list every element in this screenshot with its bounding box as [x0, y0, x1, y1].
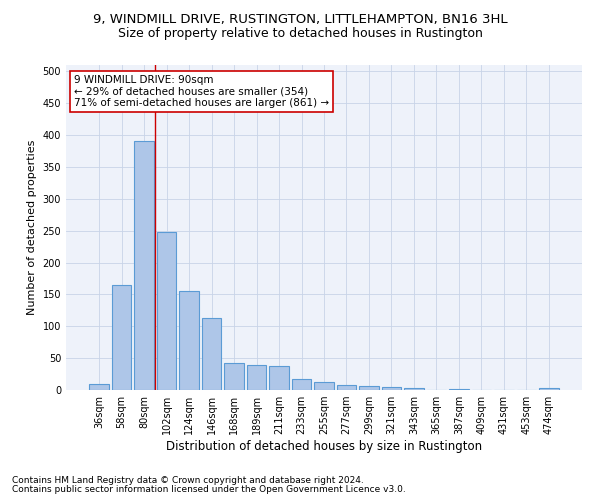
Bar	[404, 388, 424, 390]
Text: Contains HM Land Registry data © Crown copyright and database right 2024.: Contains HM Land Registry data © Crown c…	[12, 476, 364, 485]
Text: 9, WINDMILL DRIVE, RUSTINGTON, LITTLEHAMPTON, BN16 3HL: 9, WINDMILL DRIVE, RUSTINGTON, LITTLEHAM…	[92, 12, 508, 26]
Bar	[292, 379, 311, 390]
Bar	[89, 384, 109, 390]
Bar	[157, 232, 176, 390]
Bar	[224, 363, 244, 390]
Y-axis label: Number of detached properties: Number of detached properties	[27, 140, 37, 315]
Bar	[134, 142, 154, 390]
Bar	[202, 318, 221, 390]
X-axis label: Distribution of detached houses by size in Rustington: Distribution of detached houses by size …	[166, 440, 482, 453]
Bar	[247, 364, 266, 390]
Text: Contains public sector information licensed under the Open Government Licence v3: Contains public sector information licen…	[12, 485, 406, 494]
Bar	[382, 387, 401, 390]
Text: 9 WINDMILL DRIVE: 90sqm
← 29% of detached houses are smaller (354)
71% of semi-d: 9 WINDMILL DRIVE: 90sqm ← 29% of detache…	[74, 74, 329, 108]
Bar	[337, 385, 356, 390]
Bar	[112, 285, 131, 390]
Bar	[539, 388, 559, 390]
Bar	[269, 366, 289, 390]
Bar	[314, 382, 334, 390]
Bar	[359, 386, 379, 390]
Bar	[179, 291, 199, 390]
Text: Size of property relative to detached houses in Rustington: Size of property relative to detached ho…	[118, 28, 482, 40]
